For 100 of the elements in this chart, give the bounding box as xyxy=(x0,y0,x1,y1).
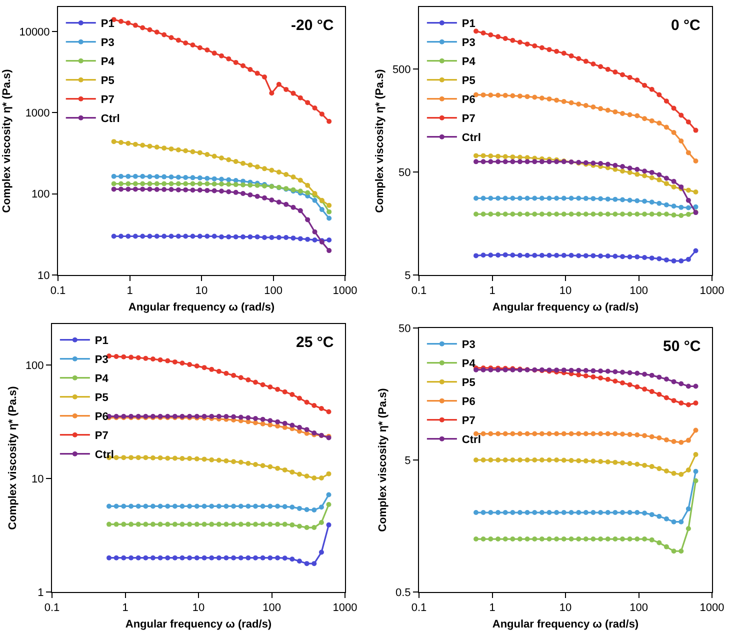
point xyxy=(502,36,508,42)
point xyxy=(656,466,662,472)
point xyxy=(605,536,610,542)
point xyxy=(598,459,604,464)
point xyxy=(296,472,302,477)
point xyxy=(502,510,508,516)
point xyxy=(598,106,604,112)
point xyxy=(524,458,530,462)
point xyxy=(568,510,574,516)
point xyxy=(111,186,116,192)
point xyxy=(260,522,266,527)
point xyxy=(224,414,229,419)
point xyxy=(598,196,604,202)
point xyxy=(671,439,676,444)
point xyxy=(312,106,318,111)
point xyxy=(678,213,684,218)
x-tick-label: 10 xyxy=(195,285,208,298)
point xyxy=(121,455,126,460)
point xyxy=(664,516,669,522)
point xyxy=(554,48,560,54)
point xyxy=(517,40,522,45)
point xyxy=(194,555,200,560)
legend-label: Ctrl xyxy=(462,132,481,144)
point xyxy=(590,62,596,67)
point xyxy=(136,555,141,560)
point xyxy=(282,389,288,394)
point xyxy=(474,458,478,462)
point xyxy=(254,70,260,76)
point xyxy=(496,536,501,542)
point xyxy=(238,504,244,509)
point xyxy=(583,431,588,436)
point xyxy=(488,92,494,98)
point xyxy=(620,370,625,375)
point xyxy=(568,100,574,106)
point xyxy=(546,510,552,516)
point xyxy=(649,256,654,261)
point xyxy=(634,198,640,204)
point xyxy=(216,504,222,509)
point xyxy=(304,400,310,405)
point xyxy=(510,38,516,43)
x-tick-label: 1000 xyxy=(332,285,358,298)
text: 25 °C xyxy=(296,334,334,351)
point xyxy=(305,182,310,188)
point xyxy=(183,174,188,180)
point xyxy=(539,458,544,462)
point xyxy=(605,196,610,202)
point xyxy=(296,424,302,430)
point xyxy=(510,536,516,542)
point xyxy=(275,419,280,424)
point xyxy=(656,177,662,182)
point xyxy=(290,556,295,562)
point xyxy=(158,555,163,560)
legend-label: P4 xyxy=(462,56,476,68)
point xyxy=(634,510,640,516)
point xyxy=(282,420,288,426)
x-tick-label: 10 xyxy=(559,285,572,298)
point xyxy=(510,154,516,160)
point xyxy=(642,173,648,178)
point xyxy=(226,182,232,187)
point xyxy=(240,234,246,240)
point xyxy=(284,234,289,240)
point xyxy=(686,119,691,124)
point xyxy=(240,182,246,188)
point xyxy=(290,236,296,241)
point xyxy=(686,526,691,532)
x-tick-label: 0.1 xyxy=(44,602,60,614)
point xyxy=(290,174,296,180)
x-axis-title: Angular frequency ω (rad/s) xyxy=(492,618,639,630)
point xyxy=(246,460,251,466)
point xyxy=(502,458,508,462)
point xyxy=(183,181,188,186)
point xyxy=(231,459,236,464)
point xyxy=(539,431,544,436)
point xyxy=(649,175,654,180)
point xyxy=(634,370,640,376)
point xyxy=(671,379,676,384)
point xyxy=(524,42,530,47)
point xyxy=(180,555,185,560)
y-tick-label: 10 xyxy=(38,270,50,282)
point xyxy=(162,32,167,38)
point xyxy=(532,212,538,217)
point xyxy=(128,555,134,560)
point xyxy=(634,536,640,542)
point xyxy=(546,47,552,52)
point xyxy=(212,234,217,239)
point xyxy=(180,456,185,462)
point xyxy=(158,522,163,527)
point xyxy=(546,196,552,201)
point xyxy=(474,510,478,516)
y-tick-label: 10 xyxy=(32,473,44,486)
point xyxy=(583,458,588,464)
point xyxy=(290,204,296,210)
point xyxy=(627,112,632,118)
point xyxy=(312,476,317,481)
point xyxy=(140,234,146,239)
point xyxy=(496,431,501,436)
point xyxy=(276,234,282,240)
point xyxy=(598,64,604,70)
point xyxy=(546,431,552,436)
point xyxy=(546,212,552,217)
